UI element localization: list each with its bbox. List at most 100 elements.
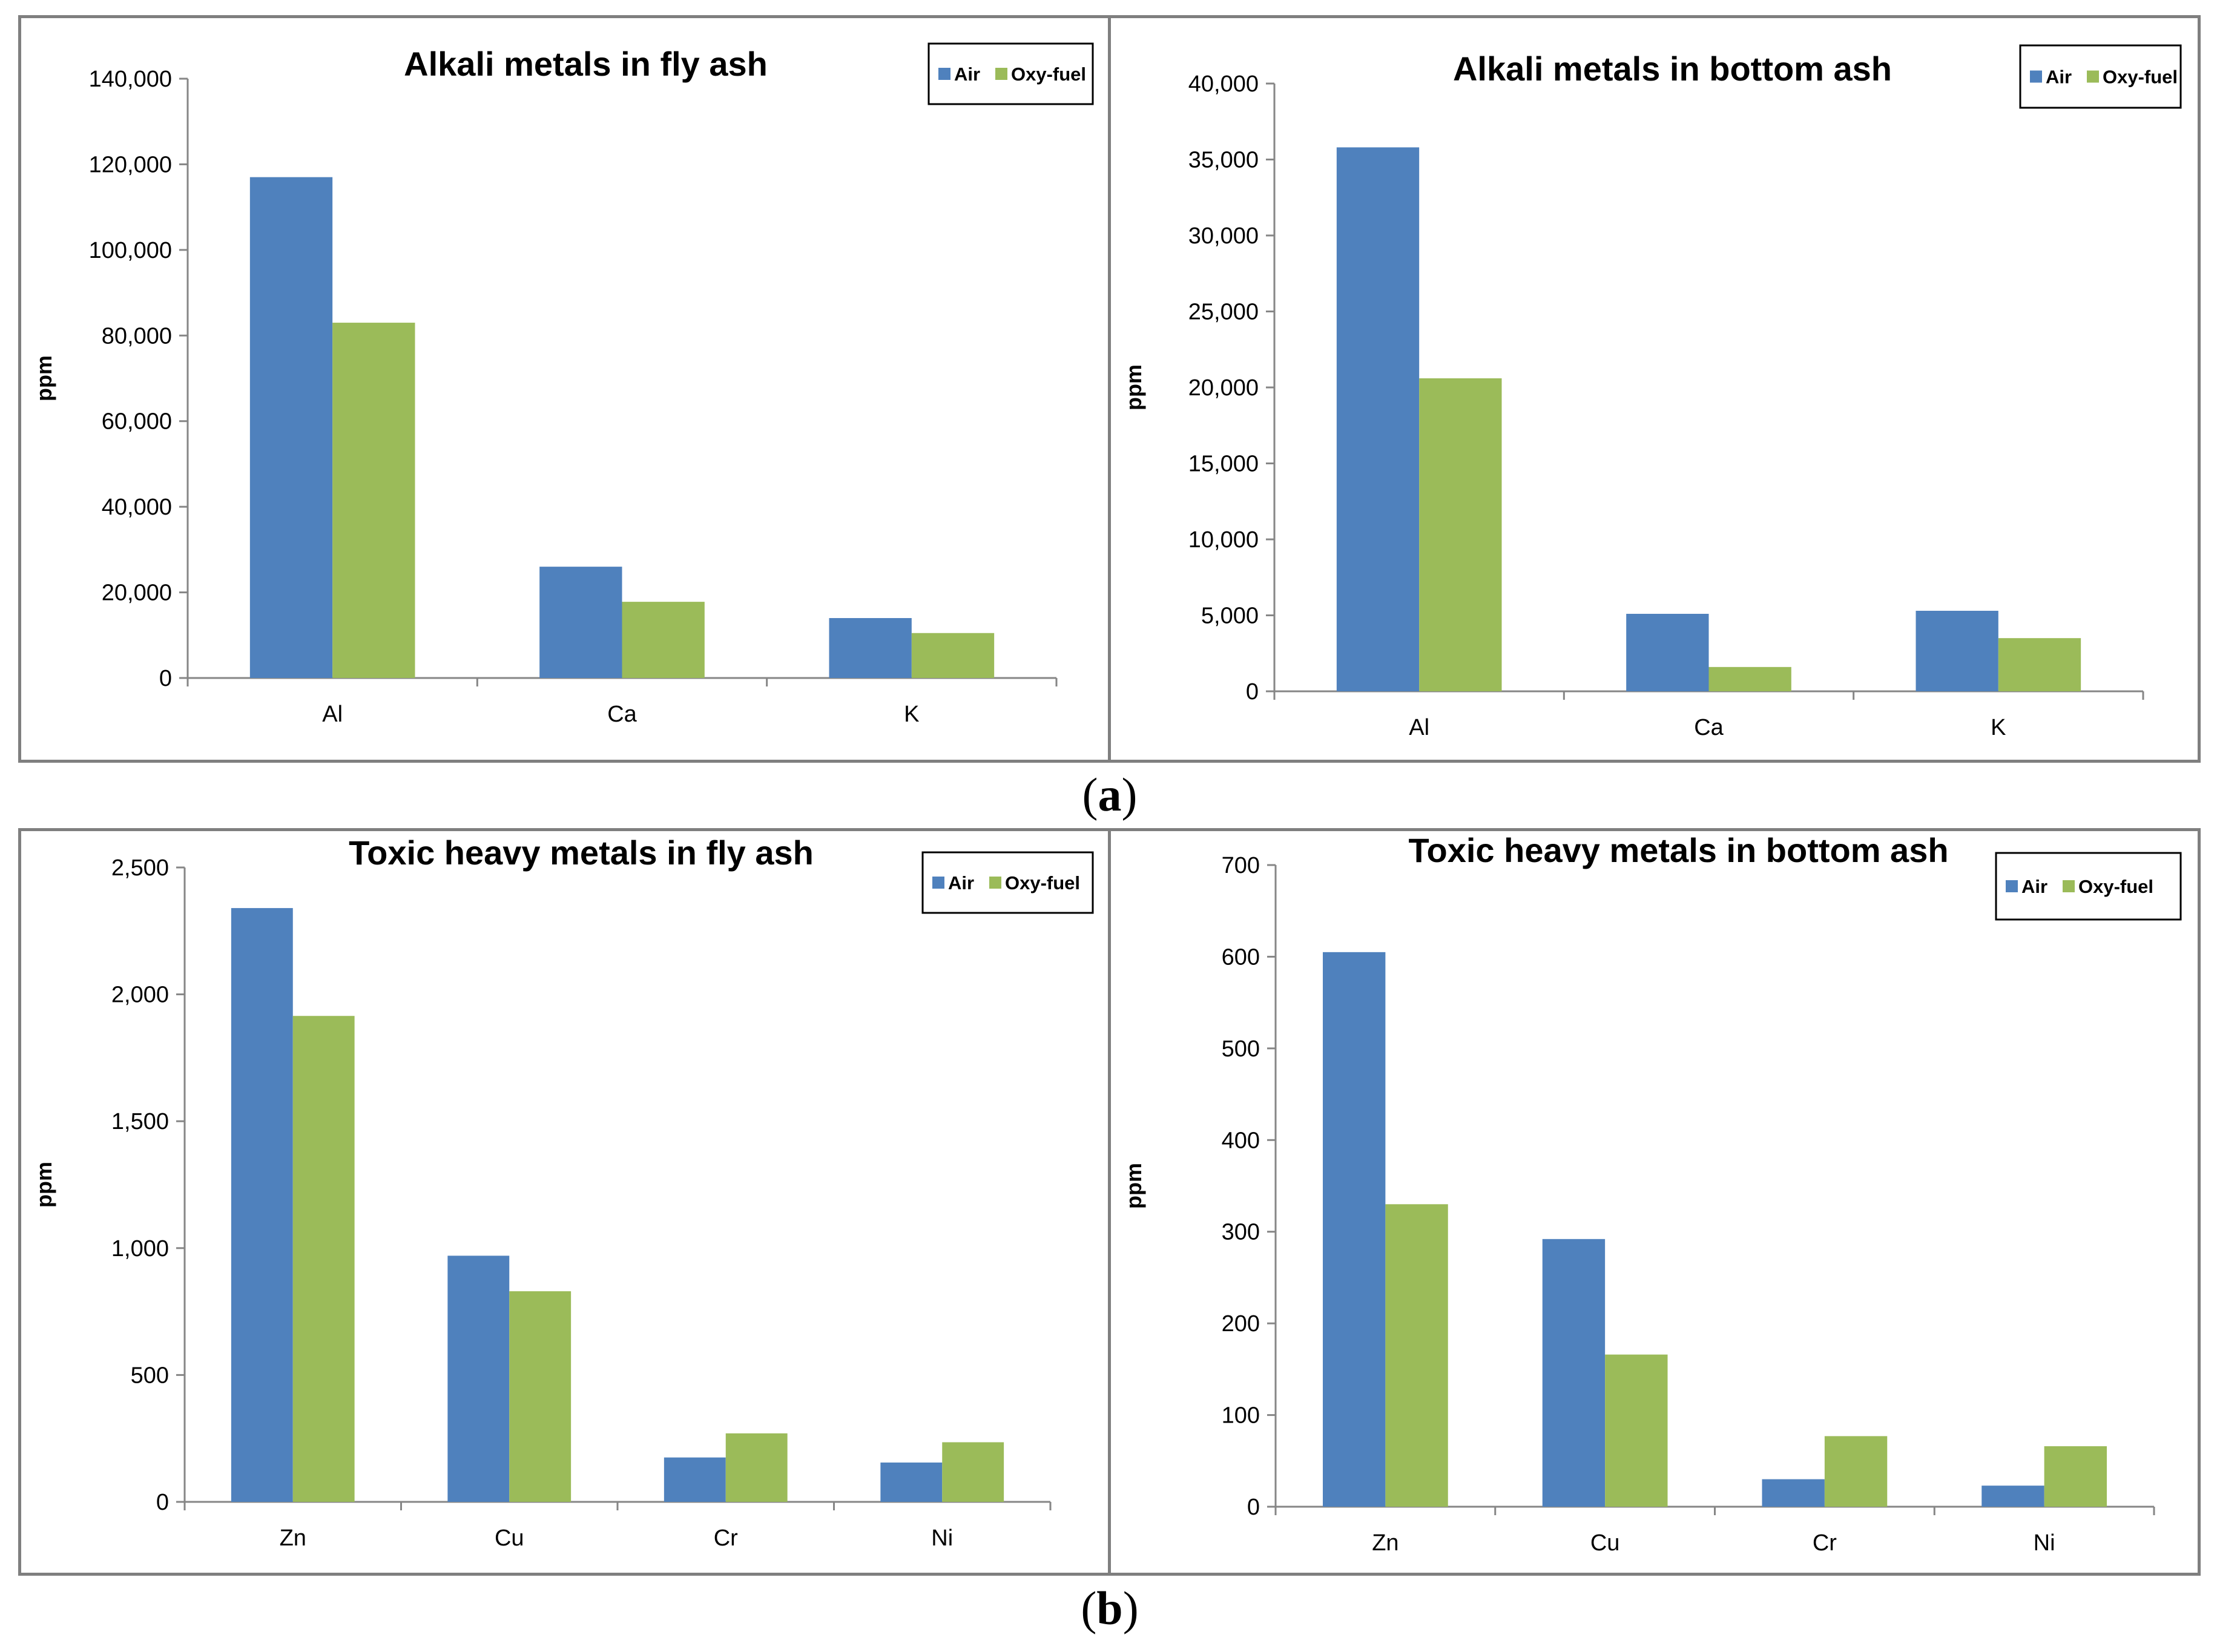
y-tick-label: 15,000 [1188,452,1259,477]
x-tick-label: K [1991,715,2006,740]
x-tick-label: Al [1409,715,1429,740]
chart-toxic-bottom-ash: Toxic heavy metals in bottom ash ppm 0 100 2… [1121,831,2182,1556]
y-tick-label: 400 [1222,1128,1260,1153]
x-tick-label: Cu [1590,1530,1620,1556]
y-tick-label: 0 [156,1490,169,1515]
legend-label-oxy-fuel: Oxy-fuel [1005,872,1080,893]
chart-panel-alkali-bottom-ash: Alkali metals in bottom ash ppm 0 5,000 10,0… [1108,15,2201,763]
legend-swatch-oxy-fuel [995,68,1007,80]
y-tick-label: 40,000 [102,495,172,520]
chart-title: Toxic heavy metals in bottom ash [1408,831,1948,869]
chart-alkali-fly-ash: Alkali metals in fly ash ppm 0 20,000 40,000… [31,42,1094,727]
caption-b-letter: b [1096,1582,1123,1634]
y-tick-label: 30,000 [1188,223,1259,249]
bar-air-zn [1322,952,1386,1507]
chart-alkali-bottom-ash: Alkali metals in bottom ash ppm 0 5,000 10,0… [1121,44,2182,740]
legend-swatch-air [2006,880,2018,892]
y-tick-label: 2,500 [111,855,169,881]
y-tick-label: 35,000 [1188,148,1259,173]
bar-air-zn [231,908,293,1502]
bar-air-al [1336,147,1420,692]
x-tick-label: Ca [1694,715,1724,740]
legend-swatch-air [2030,70,2042,83]
legend-label-oxy-fuel: Oxy-fuel [2103,67,2178,88]
bar-air-ni [880,1463,943,1502]
y-axis-label: ppm [1121,1163,1146,1209]
legend-label-oxy-fuel: Oxy-fuel [1011,64,1086,85]
y-tick-label: 140,000 [89,67,172,92]
x-tick-label: Zn [280,1525,306,1551]
y-tick-label: 40,000 [1188,71,1259,97]
y-tick-label: 20,000 [102,581,172,606]
legend: Air Oxy-fuel [2019,44,2182,109]
caption-a-letter: a [1098,768,1122,821]
bar-air-cu [1542,1239,1606,1507]
x-tick-label: Ni [931,1525,953,1551]
bar-air-al [249,177,333,679]
chart-toxic-fly-ash: Toxic heavy metals in fly ash ppm 0 500 1,00… [31,834,1094,1551]
x-tick-label: Zn [1372,1530,1398,1556]
bar-air-k [1916,610,1998,691]
legend-swatch-oxy-fuel [2087,70,2099,83]
y-tick-label: 600 [1222,944,1260,970]
y-tick-label: 1,000 [111,1236,169,1262]
y-tick-label: 100 [1222,1403,1260,1429]
y-tick-label: 500 [1222,1036,1260,1062]
legend-box [2019,44,2182,109]
legend-label-air: Air [954,64,980,85]
bar-oxy-fuel-ca [622,602,705,678]
chart-title: Alkali metals in fly ash [404,45,768,83]
bar-air-cr [664,1457,726,1502]
bar-oxy-fuel-cu [509,1291,572,1502]
bar-oxy-fuel-ni [942,1442,1004,1502]
bar-oxy-fuel-al [1419,378,1502,691]
y-tick-label: 5,000 [1201,604,1259,629]
y-tick-label: 500 [131,1363,169,1388]
y-tick-label: 10,000 [1188,527,1259,553]
legend-label-air: Air [948,872,974,893]
bar-air-cu [447,1255,510,1502]
bar-oxy-fuel-cu [1605,1354,1668,1507]
legend-label-air: Air [2021,876,2047,897]
bar-oxy-fuel-cr [1824,1436,1888,1507]
y-tick-label: 20,000 [1188,375,1259,401]
bar-oxy-fuel-k [1998,638,2081,691]
x-tick-label: Cr [714,1525,738,1551]
bar-air-ca [539,567,622,678]
bar-oxy-fuel-cr [725,1433,788,1502]
caption-a: (a) [1082,768,1138,821]
legend-swatch-air [932,877,944,889]
legend-box [921,851,1094,914]
y-tick-label: 100,000 [89,238,172,263]
y-tick-label: 0 [1247,1495,1260,1520]
x-tick-label: Cu [495,1525,524,1551]
x-tick-label: Al [322,702,343,727]
bar-oxy-fuel-al [332,323,415,678]
x-tick-label: K [904,702,919,727]
bar-oxy-fuel-k [911,633,995,678]
y-tick-label: 120,000 [89,152,172,177]
y-tick-label: 60,000 [102,409,172,435]
bar-oxy-fuel-zn [292,1016,355,1502]
legend-box [927,42,1094,105]
legend-box [1995,852,2182,921]
bar-oxy-fuel-ni [2044,1446,2107,1507]
y-tick-label: 200 [1222,1311,1260,1337]
legend: Air Oxy-fuel [927,42,1094,105]
chart-panel-toxic-bottom-ash: Toxic heavy metals in bottom ash ppm 0 100 2… [1108,828,2201,1576]
y-tick-label: 2,000 [111,982,169,1008]
y-tick-label: 1,500 [111,1109,169,1134]
legend-label-oxy-fuel: Oxy-fuel [2078,876,2153,897]
chart-panel-toxic-fly-ash: Toxic heavy metals in fly ash ppm 0 500 1,00… [18,828,1111,1576]
bar-oxy-fuel-ca [1708,666,1791,691]
legend: Air Oxy-fuel [1995,852,2182,921]
chart-title: Alkali metals in bottom ash [1453,50,1892,88]
chart-title: Toxic heavy metals in fly ash [349,834,814,872]
chart-panel-alkali-fly-ash: Alkali metals in fly ash ppm 0 20,000 40,000… [18,15,1111,763]
y-axis-label: ppm [1121,364,1146,410]
legend-swatch-air [938,68,950,80]
bar-air-k [829,618,912,678]
y-tick-label: 300 [1222,1220,1260,1245]
y-axis-label: ppm [31,355,56,401]
x-tick-label: Ca [607,702,637,727]
